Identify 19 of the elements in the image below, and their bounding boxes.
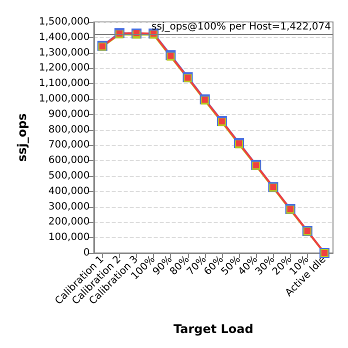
y-tick-label: 1,400,000 xyxy=(38,32,90,43)
y-tick-label: 1,500,000 xyxy=(38,16,90,28)
y-tick-label: 300,000 xyxy=(48,201,90,212)
y-tick-label: 100,000 xyxy=(48,232,90,244)
y-tick-label: 200,000 xyxy=(48,216,90,228)
y-tick-label: 400,000 xyxy=(48,186,90,197)
y-tick-label: 600,000 xyxy=(48,155,90,166)
y-tick-label: 800,000 xyxy=(48,124,90,136)
x-axis-title: Target Load xyxy=(173,322,254,336)
y-tick-label: 1,200,000 xyxy=(38,62,90,74)
y-tick-label: 500,000 xyxy=(48,170,90,182)
y-tick-label: 700,000 xyxy=(48,140,90,151)
y-tick-label: 1,100,000 xyxy=(38,78,90,90)
y-axis-title: ssj_ops xyxy=(15,113,29,162)
y-tick-label: 0 xyxy=(83,248,90,258)
y-tick-label: 1,000,000 xyxy=(38,94,90,104)
y-tick-label: 900,000 xyxy=(48,108,90,120)
y-tick-label: 1,300,000 xyxy=(38,47,90,58)
ref-line-label: ssj_ops@100% per Host=1,422,074 xyxy=(152,22,331,32)
